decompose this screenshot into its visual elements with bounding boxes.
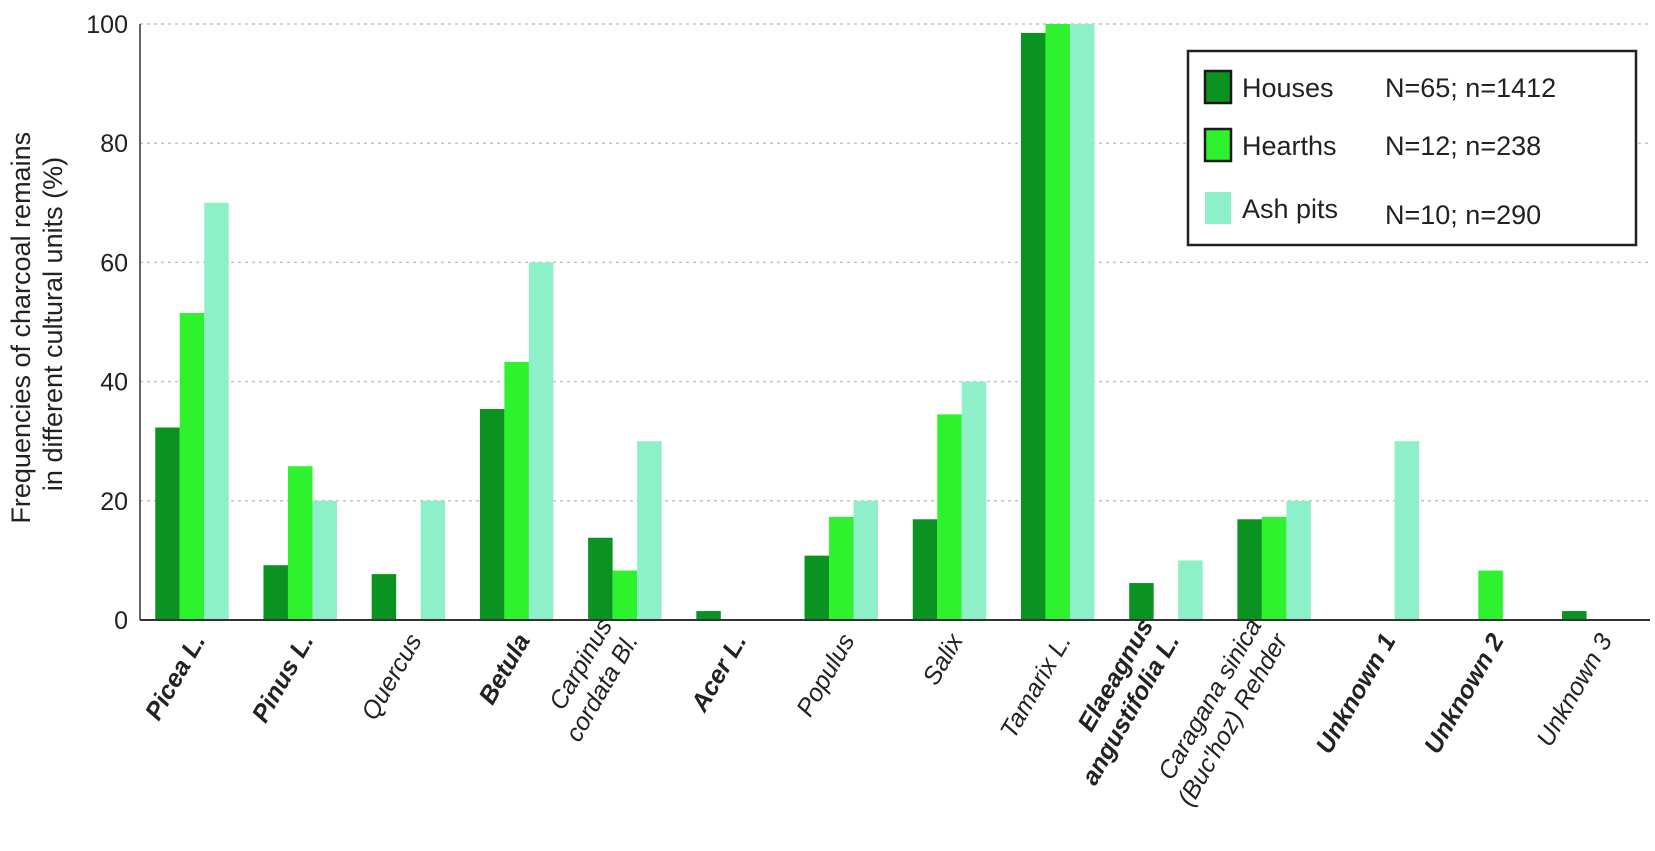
legend-swatch-ash-pits xyxy=(1205,192,1231,224)
y-tick-60: 60 xyxy=(100,249,128,277)
bar-houses-carpinus-cordata-bl xyxy=(588,537,613,620)
legend-label-ash-pits: Ash pits xyxy=(1242,194,1338,224)
x-label-line: Quercus xyxy=(356,629,427,725)
x-label-pinus-l: Pinus L. xyxy=(247,629,320,727)
bars xyxy=(155,24,1587,621)
legend-swatch-hearths xyxy=(1203,127,1233,163)
bar-ash-pits-picea-l xyxy=(204,202,229,621)
y-tick-0: 0 xyxy=(114,607,128,635)
x-label-line: Pinus L. xyxy=(247,629,320,727)
bar-ash-pits-carpinus-cordata-bl xyxy=(637,441,662,620)
y-tick-40: 40 xyxy=(100,369,128,397)
x-label-line: Unknown 3 xyxy=(1531,629,1618,751)
bar-ash-pits-caragana-sinica-buc-hoz-rehder xyxy=(1286,500,1311,620)
axes xyxy=(139,24,1650,621)
bar-hearths-carpinus-cordata-bl xyxy=(612,570,638,620)
x-label-unknown-3: Unknown 3 xyxy=(1531,629,1618,751)
bar-houses-unknown-3 xyxy=(1562,611,1587,620)
bar-houses-pinus-l xyxy=(263,565,288,620)
bar-ash-pits-elaeagnus-angustifolia-l xyxy=(1178,560,1203,620)
x-tick-labels: Picea L. Pinus L. Quercus Betula Carpinuscor… xyxy=(140,614,1618,811)
legend-stats-houses: N=65; n=1412 xyxy=(1385,73,1556,103)
legend-label-houses: Houses xyxy=(1242,73,1334,103)
bar-houses-caragana-sinica-buc-hoz-rehder xyxy=(1237,519,1262,620)
y-tick-100: 100 xyxy=(86,11,128,39)
legend: Houses N=65; n=1412 Hearths N=12; n=238 Ash … xyxy=(1186,49,1638,247)
legend-box xyxy=(1186,49,1638,247)
x-label-line: Unknown 2 xyxy=(1419,629,1510,759)
bar-houses-elaeagnus-angustifolia-l xyxy=(1129,583,1154,620)
x-label-acer-l: Acer L. xyxy=(685,629,752,717)
bar-hearths-unknown-2 xyxy=(1478,570,1503,620)
x-label-salix: Salix xyxy=(917,628,969,690)
bar-ash-pits-quercus xyxy=(420,500,446,620)
x-label-line: Acer L. xyxy=(685,629,752,717)
x-label-quercus: Quercus xyxy=(356,629,427,725)
bar-hearths-betula xyxy=(504,361,529,620)
bar-ash-pits-betula xyxy=(528,262,554,620)
bar-hearths-populus xyxy=(829,516,854,620)
x-label-line: Populus xyxy=(791,629,860,721)
x-label-betula: Betula xyxy=(473,629,535,709)
y-tick-80: 80 xyxy=(100,130,128,158)
x-label-picea-l: Picea L. xyxy=(140,629,211,725)
bar-houses-betula xyxy=(479,409,505,620)
y-axis-title: Frequencies of charcoal remains in diffe… xyxy=(6,124,68,523)
x-label-line: Unknown 1 xyxy=(1311,629,1402,758)
bar-hearths-pinus-l xyxy=(287,466,313,620)
bar-houses-populus xyxy=(804,555,830,620)
x-label-tamarix-l: Tamarix L. xyxy=(995,629,1077,743)
bar-ash-pits-pinus-l xyxy=(312,500,337,620)
x-label-unknown-1: Unknown 1 xyxy=(1311,629,1402,758)
bar-hearths-salix xyxy=(937,414,962,620)
y-axis-title-line-1: Frequencies of charcoal remains xyxy=(6,132,36,524)
bar-hearths-caragana-sinica-buc-hoz-rehder xyxy=(1261,516,1287,620)
x-label-unknown-2: Unknown 2 xyxy=(1419,629,1510,759)
bar-hearths-picea-l xyxy=(179,313,205,620)
bar-houses-quercus xyxy=(371,574,397,620)
x-label-carpinus-cordata-bl: Carpinuscordata Bl. xyxy=(534,614,644,747)
bar-houses-picea-l xyxy=(155,427,180,620)
y-axis-title-line-2: in different cultural units (%) xyxy=(38,157,68,491)
bar-houses-tamarix-l xyxy=(1020,32,1046,620)
legend-swatch-houses xyxy=(1203,69,1233,105)
x-label-line: Picea L. xyxy=(140,629,211,725)
x-label-line: Salix xyxy=(917,628,969,690)
legend-stats-hearths: N=12; n=238 xyxy=(1385,131,1541,161)
bar-ash-pits-tamarix-l xyxy=(1069,24,1095,620)
y-tick-20: 20 xyxy=(100,488,128,516)
y-tick-labels: 0 20 40 60 80 100 xyxy=(86,11,128,635)
bar-hearths-tamarix-l xyxy=(1045,24,1070,620)
bar-ash-pits-populus xyxy=(853,500,879,620)
bar-houses-acer-l xyxy=(696,611,721,620)
bar-ash-pits-unknown-1 xyxy=(1394,441,1420,620)
legend-label-hearths: Hearths xyxy=(1242,131,1337,161)
x-label-line: Tamarix L. xyxy=(995,629,1077,743)
bar-houses-salix xyxy=(912,519,938,620)
x-label-line: Betula xyxy=(473,629,535,709)
bar-ash-pits-salix xyxy=(961,381,987,620)
legend-stats-ash-pits: N=10; n=290 xyxy=(1385,200,1541,230)
x-label-populus: Populus xyxy=(791,629,860,721)
